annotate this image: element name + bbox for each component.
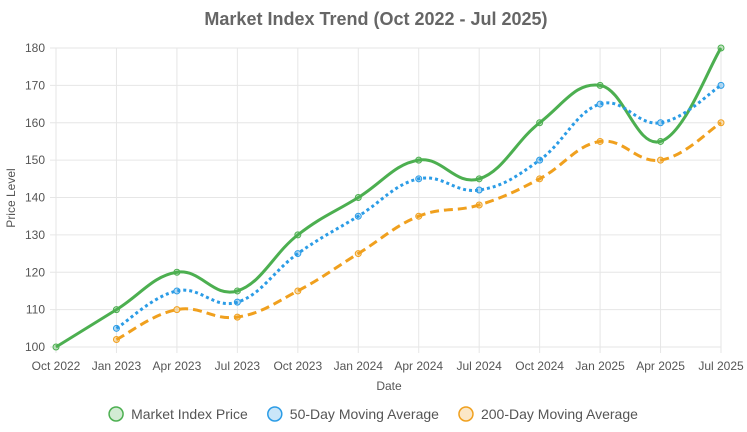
data-point[interactable] (112, 336, 120, 344)
data-point[interactable] (52, 343, 60, 351)
x-axis-label: Date (376, 379, 402, 393)
x-tick-label: Jul 2025 (698, 359, 744, 373)
data-point[interactable] (354, 194, 362, 201)
y-tick-label: 100 (25, 340, 45, 354)
x-axis-ticks: Oct 2022 Jan 2023 Apr 2023 Jul 2023 Oct 2023… (32, 359, 744, 373)
chart-grid (50, 47, 722, 353)
data-point[interactable] (475, 175, 483, 183)
data-point[interactable] (415, 212, 423, 220)
data-point[interactable] (596, 137, 604, 145)
data-point[interactable] (536, 175, 544, 183)
y-axis-label: Price Level (4, 168, 18, 227)
data-point[interactable] (112, 324, 120, 332)
x-tick-label: Jul 2023 (215, 359, 261, 373)
data-point[interactable] (657, 156, 665, 164)
legend-swatch (267, 406, 283, 422)
data-point[interactable] (657, 119, 665, 127)
data-point[interactable] (294, 287, 302, 295)
legend-swatch (458, 406, 474, 422)
legend-item-3[interactable]: 200-Day Moving Average (458, 406, 638, 422)
x-tick-label: Jul 2024 (456, 359, 502, 373)
data-point[interactable] (536, 119, 544, 127)
legend-label: 50-Day Moving Average (290, 406, 439, 422)
x-tick-label: Apr 2023 (153, 359, 202, 373)
data-point[interactable] (596, 100, 604, 108)
x-tick-label: Jan 2025 (575, 359, 625, 373)
data-point[interactable] (173, 268, 181, 276)
y-tick-label: 160 (25, 116, 45, 130)
data-point[interactable] (536, 156, 544, 164)
series-line (115, 121, 722, 341)
series-1 (52, 44, 725, 351)
data-point[interactable] (233, 313, 241, 321)
legend-label: 200-Day Moving Average (481, 406, 638, 422)
data-point[interactable] (173, 287, 181, 295)
chart-title: Market Index Trend (Oct 2022 - Jul 2025) (204, 9, 547, 29)
y-axis-ticks: 100 110 120 130 140 150 160 170 180 (25, 41, 45, 354)
legend-item-1[interactable]: Market Index Price (108, 406, 248, 422)
y-tick-label: 150 (25, 153, 45, 167)
x-tick-label: Oct 2024 (515, 359, 564, 373)
x-tick-label: Apr 2024 (394, 359, 443, 373)
data-point[interactable] (233, 298, 241, 306)
data-point[interactable] (415, 175, 423, 183)
data-point[interactable] (112, 306, 120, 314)
x-tick-label: Apr 2025 (636, 359, 685, 373)
legend-label: Market Index Price (131, 406, 248, 422)
y-tick-label: 120 (25, 265, 45, 279)
data-point[interactable] (717, 119, 725, 127)
series-3 (112, 119, 725, 344)
y-tick-label: 130 (25, 228, 45, 242)
y-tick-label: 170 (25, 78, 45, 92)
data-point[interactable] (354, 250, 362, 258)
data-point[interactable] (596, 81, 604, 89)
series-line (115, 84, 722, 330)
x-tick-label: Jan 2024 (334, 359, 384, 373)
y-tick-label: 180 (25, 41, 45, 55)
data-point[interactable] (415, 156, 423, 164)
x-tick-label: Oct 2023 (273, 359, 322, 373)
data-point[interactable] (717, 44, 725, 52)
data-point[interactable] (657, 137, 665, 145)
plot-series (52, 44, 725, 351)
y-tick-label: 110 (26, 303, 45, 317)
y-tick-label: 140 (25, 191, 45, 205)
x-tick-label: Oct 2022 (32, 359, 81, 373)
data-point[interactable] (475, 201, 483, 209)
legend[interactable]: Market Index Price 50-Day Moving Average 2… (108, 406, 638, 422)
data-point[interactable] (233, 287, 241, 295)
data-point[interactable] (475, 186, 483, 194)
data-point[interactable] (294, 250, 302, 258)
data-point[interactable] (294, 231, 302, 239)
legend-swatch (108, 406, 124, 422)
series-2 (112, 81, 725, 332)
series-line (55, 47, 723, 349)
x-tick-label: Jan 2023 (92, 359, 142, 373)
legend-item-2[interactable]: 50-Day Moving Average (267, 406, 439, 422)
data-point[interactable] (173, 306, 181, 314)
data-point[interactable] (717, 81, 725, 89)
data-point[interactable] (354, 212, 362, 220)
